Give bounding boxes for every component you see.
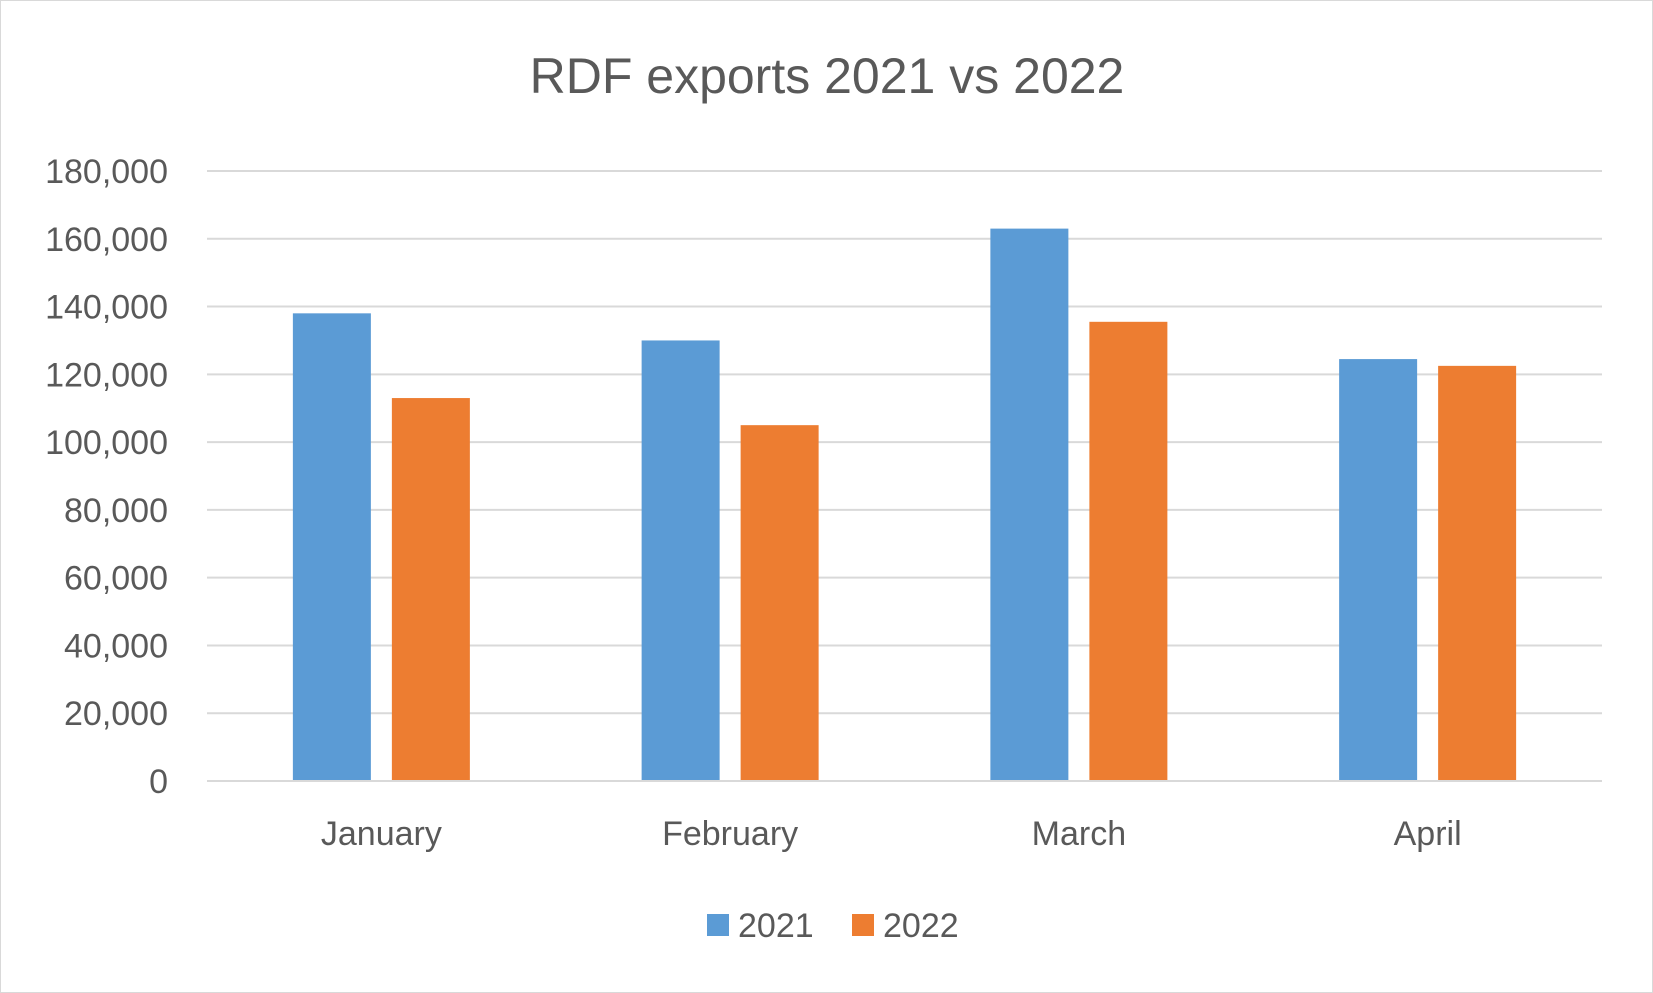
bar-2022-april [1438,365,1517,781]
bar-2021-april [1339,359,1418,781]
x-axis-category-labels: January February March April [321,815,1462,853]
y-tick-label: 0 [149,763,168,801]
y-tick-label: 100,000 [45,424,168,462]
y-tick-label: 120,000 [45,356,168,394]
x-category-label: March [1032,815,1126,853]
bar-2022-january [391,398,470,781]
bar-2021-march [990,228,1069,782]
bar-2021-january [292,313,371,781]
y-tick-label: 160,000 [45,221,168,259]
y-tick-label: 20,000 [64,695,168,733]
y-axis-tick-labels: 0 20,000 40,000 60,000 80,000 100,000 120,000 1… [45,153,168,801]
y-tick-label: 80,000 [64,492,168,530]
bar-2022-february [740,425,819,781]
legend-label: 2022 [883,907,959,945]
y-tick-label: 180,000 [45,153,168,191]
bar-2022-march [1089,321,1168,781]
y-tick-label: 40,000 [64,627,168,665]
legend: 2021 2022 [707,907,959,945]
bars [292,228,1517,782]
legend-swatch-2021 [707,914,729,936]
legend-label: 2021 [738,907,814,945]
chart-title: RDF exports 2021 vs 2022 [530,48,1125,104]
x-category-label: January [321,815,442,853]
bar-2021-february [641,340,720,781]
x-category-label: April [1394,815,1462,853]
y-tick-label: 140,000 [45,289,168,327]
legend-swatch-2022 [852,914,874,936]
y-tick-label: 60,000 [64,560,168,598]
x-category-label: February [662,815,798,853]
